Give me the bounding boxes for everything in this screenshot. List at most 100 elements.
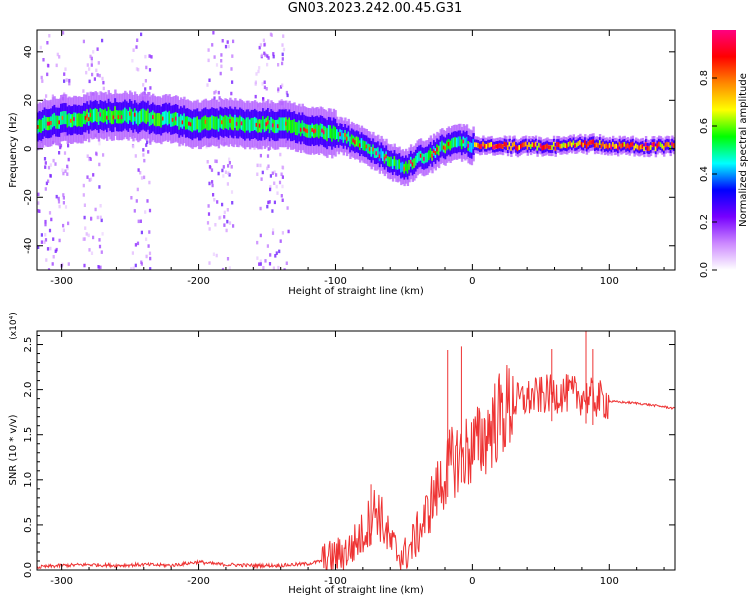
heatmap-noise-cell	[62, 31, 65, 35]
heatmap-noise-cell	[260, 177, 263, 181]
heatmap-noise-cell	[207, 212, 211, 216]
heatmap-noise-cell	[92, 50, 95, 54]
heatmap-cell	[186, 116, 189, 130]
heatmap-cell	[661, 143, 664, 149]
heatmap-cell	[227, 117, 230, 131]
heatmap-noise-cell	[145, 143, 148, 147]
heatmap-cell	[638, 145, 641, 151]
heatmap-noise-cell	[64, 205, 68, 209]
colorbar-tick-label: 0.8	[699, 70, 710, 86]
heatmap-cell	[390, 156, 393, 167]
heatmap-cell	[163, 111, 166, 125]
heatmap-cell	[393, 156, 396, 166]
heatmap-noise-cell	[86, 175, 89, 179]
heatmap-cell	[413, 158, 416, 168]
heatmap-cell	[577, 141, 580, 146]
heatmap-noise-cell	[271, 231, 275, 235]
colorbar-tick-label: 0.6	[699, 118, 710, 134]
heatmap-cell	[138, 110, 142, 124]
heatmap-noise-cell	[221, 202, 224, 207]
heatmap-cell	[78, 112, 81, 126]
heatmap-noise-cell	[98, 238, 101, 242]
colorbar-label: Normalized spectral amplitude	[738, 73, 749, 227]
heatmap-peak-cell	[671, 142, 674, 146]
heatmap-cell	[193, 117, 196, 131]
heatmap-noise-cell	[135, 67, 138, 71]
heatmap-peak-cell	[69, 118, 73, 123]
heatmap-noise-cell	[263, 43, 266, 47]
heatmap-cell	[584, 140, 587, 145]
heatmap-noise-cell	[150, 55, 153, 59]
heatmap-cell	[455, 137, 459, 148]
heatmap-cell	[414, 155, 418, 166]
heatmap-noise-cell	[94, 207, 97, 212]
heatmap-noise-cell	[101, 76, 104, 81]
heatmap-noise-cell	[267, 56, 270, 60]
heatmap-cell	[482, 141, 485, 147]
heatmap-cell	[598, 140, 602, 145]
heatmap-cell	[178, 116, 181, 130]
heatmap-noise-cell	[134, 263, 137, 268]
heatmap-peak-cell	[547, 145, 551, 150]
heatmap-cell	[298, 120, 301, 134]
heatmap-noise-cell	[145, 65, 148, 70]
heatmap-noise-cell	[230, 190, 234, 194]
heatmap-noise-cell	[232, 224, 235, 228]
heatmap-noise-cell	[83, 237, 86, 241]
snr-ytick-label: 2.5	[23, 337, 34, 353]
heatmap-noise-cell	[90, 63, 93, 67]
heatmap-cell	[253, 116, 257, 130]
heatmap-cell	[636, 144, 640, 150]
heatmap-noise-cell	[39, 45, 42, 50]
heatmap-peak-cell	[480, 144, 483, 149]
heatmap-noise-cell	[84, 226, 87, 230]
heatmap-cell	[280, 117, 283, 131]
heatmap-cell	[513, 141, 516, 147]
heatmap-cell	[653, 142, 656, 147]
heatmap-peak-cell	[120, 115, 124, 120]
heatmap-cell	[125, 109, 129, 123]
heatmap-noise-cell	[226, 219, 229, 224]
heatmap-cell	[362, 140, 365, 151]
heatmap-peak-cell	[271, 123, 275, 128]
heatmap-noise-cell	[130, 267, 133, 270]
heatmap-noise-cell	[283, 268, 286, 270]
heatmap-cell	[250, 117, 253, 131]
heatmap-noise-cell	[280, 194, 283, 198]
snr-xlabel: Height of straight line (km)	[288, 585, 424, 596]
heatmap-cell	[191, 119, 194, 133]
heatmap-cell	[336, 129, 339, 139]
heatmap-cell	[418, 151, 421, 162]
heatmap-cell	[355, 136, 359, 147]
heatmap-noise-cell	[67, 157, 70, 162]
heatmap-noise-cell	[44, 219, 47, 224]
heatmap-noise-cell	[134, 243, 137, 247]
heatmap-noise-cell	[256, 163, 259, 168]
heatmap-noise-cell	[96, 215, 99, 220]
spectrogram-ylabel: Frequency (Hz)	[8, 112, 19, 188]
heatmap-peak-cell	[189, 122, 193, 127]
heatmap-cell	[53, 112, 56, 126]
heatmap-cell	[437, 145, 441, 156]
snr-xtick-label: 0	[469, 576, 475, 587]
heatmap-noise-cell	[149, 141, 152, 145]
heatmap-noise-cell	[275, 184, 278, 189]
heatmap-cell	[367, 143, 370, 154]
snr-ytick-label: 0.0	[23, 562, 34, 578]
spectrogram-heatmap	[37, 31, 675, 270]
heatmap-noise-cell	[253, 146, 256, 150]
heatmap-noise-cell	[63, 151, 67, 155]
heatmap-noise-cell	[281, 198, 284, 202]
spectrogram-xtick-label: 0	[469, 276, 475, 287]
heatmap-noise-cell	[88, 79, 91, 84]
heatmap-noise-cell	[213, 55, 216, 59]
heatmap-cell	[291, 120, 295, 134]
heatmap-noise-cell	[82, 183, 85, 188]
heatmap-cell	[667, 142, 671, 147]
heatmap-noise-cell	[96, 73, 99, 77]
heatmap-cell	[618, 141, 621, 147]
heatmap-noise-cell	[64, 67, 67, 71]
heatmap-noise-cell	[144, 210, 147, 214]
heatmap-noise-cell	[41, 79, 44, 83]
